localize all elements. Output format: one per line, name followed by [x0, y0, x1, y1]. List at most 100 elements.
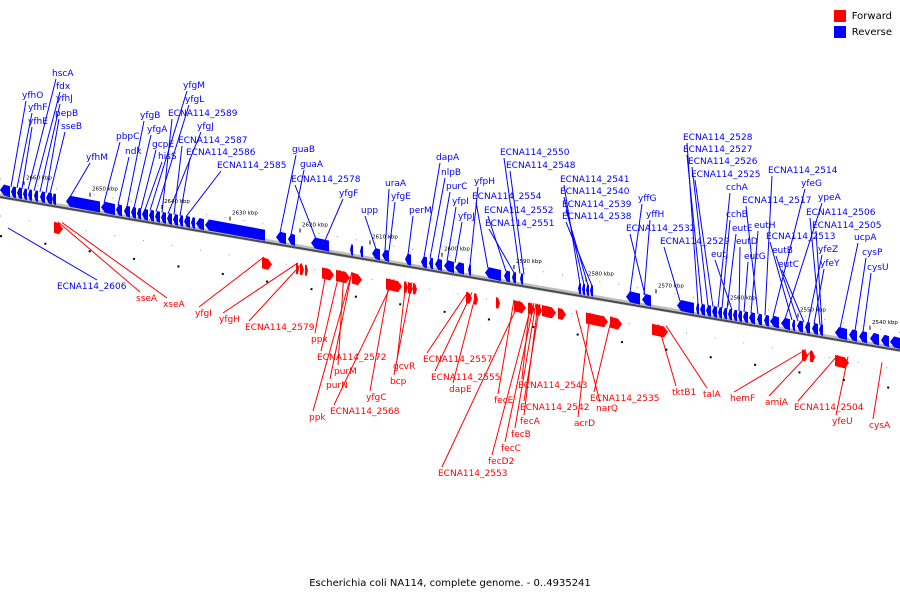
forward-gene — [474, 293, 478, 306]
reverse-gene — [28, 189, 32, 201]
forward-gene-label: dapE — [449, 385, 472, 395]
reverse-gene-label-leader — [745, 205, 759, 315]
reverse-gene-label-leader — [161, 118, 173, 213]
reverse-gene-label-leader — [167, 131, 202, 214]
reverse-gene-label: ECNA114_2538 — [562, 212, 632, 222]
reverse-gene-label: cchA — [726, 183, 749, 193]
guide-line-lower — [0, 215, 900, 371]
reverse-gene-label-leader — [39, 103, 61, 192]
reverse-gene-label: ECNA114_2506 — [806, 208, 876, 218]
forward-gene — [610, 316, 622, 330]
reverse-gene-label-leader — [446, 206, 457, 262]
reverse-gene — [101, 201, 115, 216]
reverse-gene-label-leader — [565, 209, 589, 286]
reverse-gene-label: yfhE — [28, 117, 48, 127]
reverse-gene-label-leader — [144, 161, 163, 210]
scale-tick-label: 2620 kbp — [302, 223, 328, 229]
forward-gene-label-leader — [797, 354, 839, 402]
forward-gene-label-leader — [665, 325, 708, 389]
forward-gene-label: ECNA114_2543 — [518, 381, 587, 391]
reverse-gene-label: ECNA114_2554 — [472, 192, 542, 202]
reverse-gene — [173, 214, 178, 226]
reverse-gene-label: hisS — [158, 152, 177, 162]
reverse-gene-label-leader — [772, 188, 806, 317]
reverse-gene-label: yfhF — [28, 103, 47, 113]
forward-gene — [413, 282, 417, 295]
forward-gene-label-leader — [198, 256, 265, 308]
reverse-gene — [749, 312, 755, 325]
reverse-gene-label: ypeA — [818, 193, 842, 203]
reverse-gene-label-leader — [21, 126, 33, 189]
reverse-gene — [733, 309, 737, 322]
forward-gene-label-leader — [393, 282, 413, 376]
reverse-gene-label-leader — [764, 175, 773, 316]
forward-gene-label-leader — [575, 310, 601, 403]
reverse-gene-label: ECNA114_2517 — [742, 196, 811, 206]
reverse-gene-label: yfgB — [140, 111, 160, 121]
forward-gene-label-leader — [441, 300, 521, 468]
reverse-gene-label: ECNA114_2525 — [691, 170, 760, 180]
reverse-gene-label: ECNA114_2532 — [626, 224, 695, 234]
reverse-gene-label: yfpI — [452, 197, 469, 207]
forward-gene-label-leader — [504, 302, 535, 443]
reverse-gene — [191, 217, 195, 229]
reverse-gene — [382, 249, 389, 262]
forward-gene-label-leader — [452, 293, 477, 384]
reverse-gene — [155, 210, 160, 223]
forward-gene-label-leader — [491, 302, 533, 456]
reverse-gene-label: eutC — [778, 260, 799, 270]
reverse-gene — [770, 315, 779, 329]
forward-gene-label: ECNA114_2535 — [590, 394, 659, 404]
reverse-gene — [728, 308, 732, 321]
forward-gene-label-leader — [593, 316, 613, 393]
forward-gene — [300, 263, 304, 276]
reverse-gene — [781, 317, 790, 331]
reverse-gene-label: yfgJ — [197, 122, 214, 132]
forward-gene-label: bcp — [390, 377, 407, 387]
reverse-gene — [757, 313, 762, 326]
reverse-gene-label-leader — [717, 192, 731, 308]
forward-gene — [386, 278, 402, 293]
reverse-gene — [34, 190, 38, 202]
forward-gene-label: xseA — [163, 300, 186, 310]
reverse-gene-label-leader — [629, 203, 643, 293]
forward-gene-label: ECNA114_2557 — [423, 355, 492, 365]
reverse-gene-label-leader — [155, 104, 190, 212]
reverse-gene-label: perM — [409, 206, 432, 216]
reverse-gene — [512, 271, 516, 284]
reverse-gene-label-leader — [839, 242, 859, 329]
scale-tick: 2640 kbp — [161, 199, 190, 209]
reverse-gene — [468, 264, 471, 276]
reverse-gene — [712, 305, 717, 318]
reverse-gene-label: ECNA114_2550 — [500, 148, 570, 158]
reverse-gene — [718, 306, 722, 319]
reverse-gene-label-leader — [45, 118, 60, 193]
backbone — [0, 196, 900, 352]
forward-gene-label: sseA — [136, 294, 158, 304]
reverse-gene — [360, 245, 363, 258]
scale-tick: 2600 kbp — [441, 247, 470, 257]
scale-tick: 2580 kbp — [585, 271, 614, 282]
reverse-gene-label: yfhO — [22, 91, 43, 101]
reverse-gene — [743, 311, 748, 324]
forward-gene-label: ECNA114_2579 — [245, 323, 315, 333]
reverse-gene — [52, 193, 56, 206]
reverse-gene-label: ucpA — [854, 233, 877, 243]
reverse-gene-label-leader — [714, 259, 733, 311]
scale-tick-label: 2550 kbp — [800, 307, 826, 313]
reverse-gene — [700, 303, 705, 316]
reverse-gene-label: ECNA114_2551 — [485, 219, 554, 229]
reverse-gene-label: ECNA114_2529 — [660, 237, 730, 247]
forward-gene — [336, 269, 350, 284]
reverse-gene-label-leader — [694, 179, 714, 307]
reverse-gene-label-leader — [469, 186, 479, 266]
scale-tick: 2570 kbp — [655, 283, 684, 294]
reverse-gene — [405, 253, 411, 266]
reverse-gene — [429, 257, 433, 270]
reverse-gene — [859, 331, 867, 344]
reverse-gene-label-leader — [563, 184, 581, 285]
reverse-gene-label-leader — [565, 221, 593, 287]
reverse-gene — [764, 314, 769, 327]
forward-gene — [54, 221, 63, 235]
forward-gene — [558, 307, 566, 321]
